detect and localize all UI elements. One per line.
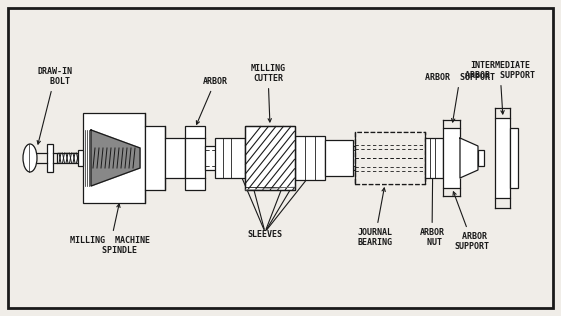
Text: MILLING
CUTTER: MILLING CUTTER bbox=[251, 64, 286, 122]
Text: SLEEVES: SLEEVES bbox=[247, 230, 283, 239]
Bar bbox=[83, 113, 145, 203]
Text: ARBOR: ARBOR bbox=[196, 77, 228, 124]
Bar bbox=[145, 126, 165, 190]
Bar bbox=[57, 153, 78, 163]
Bar bbox=[478, 150, 484, 166]
Text: ARBOR  SUPPORT: ARBOR SUPPORT bbox=[425, 73, 495, 122]
Polygon shape bbox=[91, 130, 140, 186]
Text: INTERMEDIATE
ARBOR  SUPPORT: INTERMEDIATE ARBOR SUPPORT bbox=[465, 61, 535, 114]
Bar bbox=[495, 118, 510, 198]
Bar bbox=[205, 146, 445, 170]
Bar bbox=[325, 140, 353, 176]
Bar bbox=[165, 138, 185, 178]
Bar bbox=[425, 138, 443, 178]
Bar bbox=[443, 128, 460, 188]
Bar bbox=[355, 132, 425, 184]
Ellipse shape bbox=[23, 144, 37, 172]
Text: DRAW-IN
  BOLT: DRAW-IN BOLT bbox=[37, 67, 72, 144]
Bar bbox=[245, 126, 295, 190]
Text: ARBOR
SUPPORT: ARBOR SUPPORT bbox=[453, 192, 490, 252]
Bar bbox=[355, 132, 425, 184]
Bar bbox=[215, 138, 245, 178]
Bar bbox=[185, 126, 205, 190]
Text: JOURNAL
BEARING: JOURNAL BEARING bbox=[357, 188, 393, 247]
Bar bbox=[295, 136, 325, 180]
Bar bbox=[47, 144, 53, 172]
Bar bbox=[195, 152, 445, 164]
Text: MILLING  MACHINE
    SPINDLE: MILLING MACHINE SPINDLE bbox=[70, 204, 150, 255]
Bar bbox=[245, 126, 295, 190]
Bar bbox=[78, 150, 83, 166]
Text: ARBOR
 NUT: ARBOR NUT bbox=[420, 142, 444, 247]
Polygon shape bbox=[460, 138, 478, 178]
Bar bbox=[510, 128, 518, 188]
